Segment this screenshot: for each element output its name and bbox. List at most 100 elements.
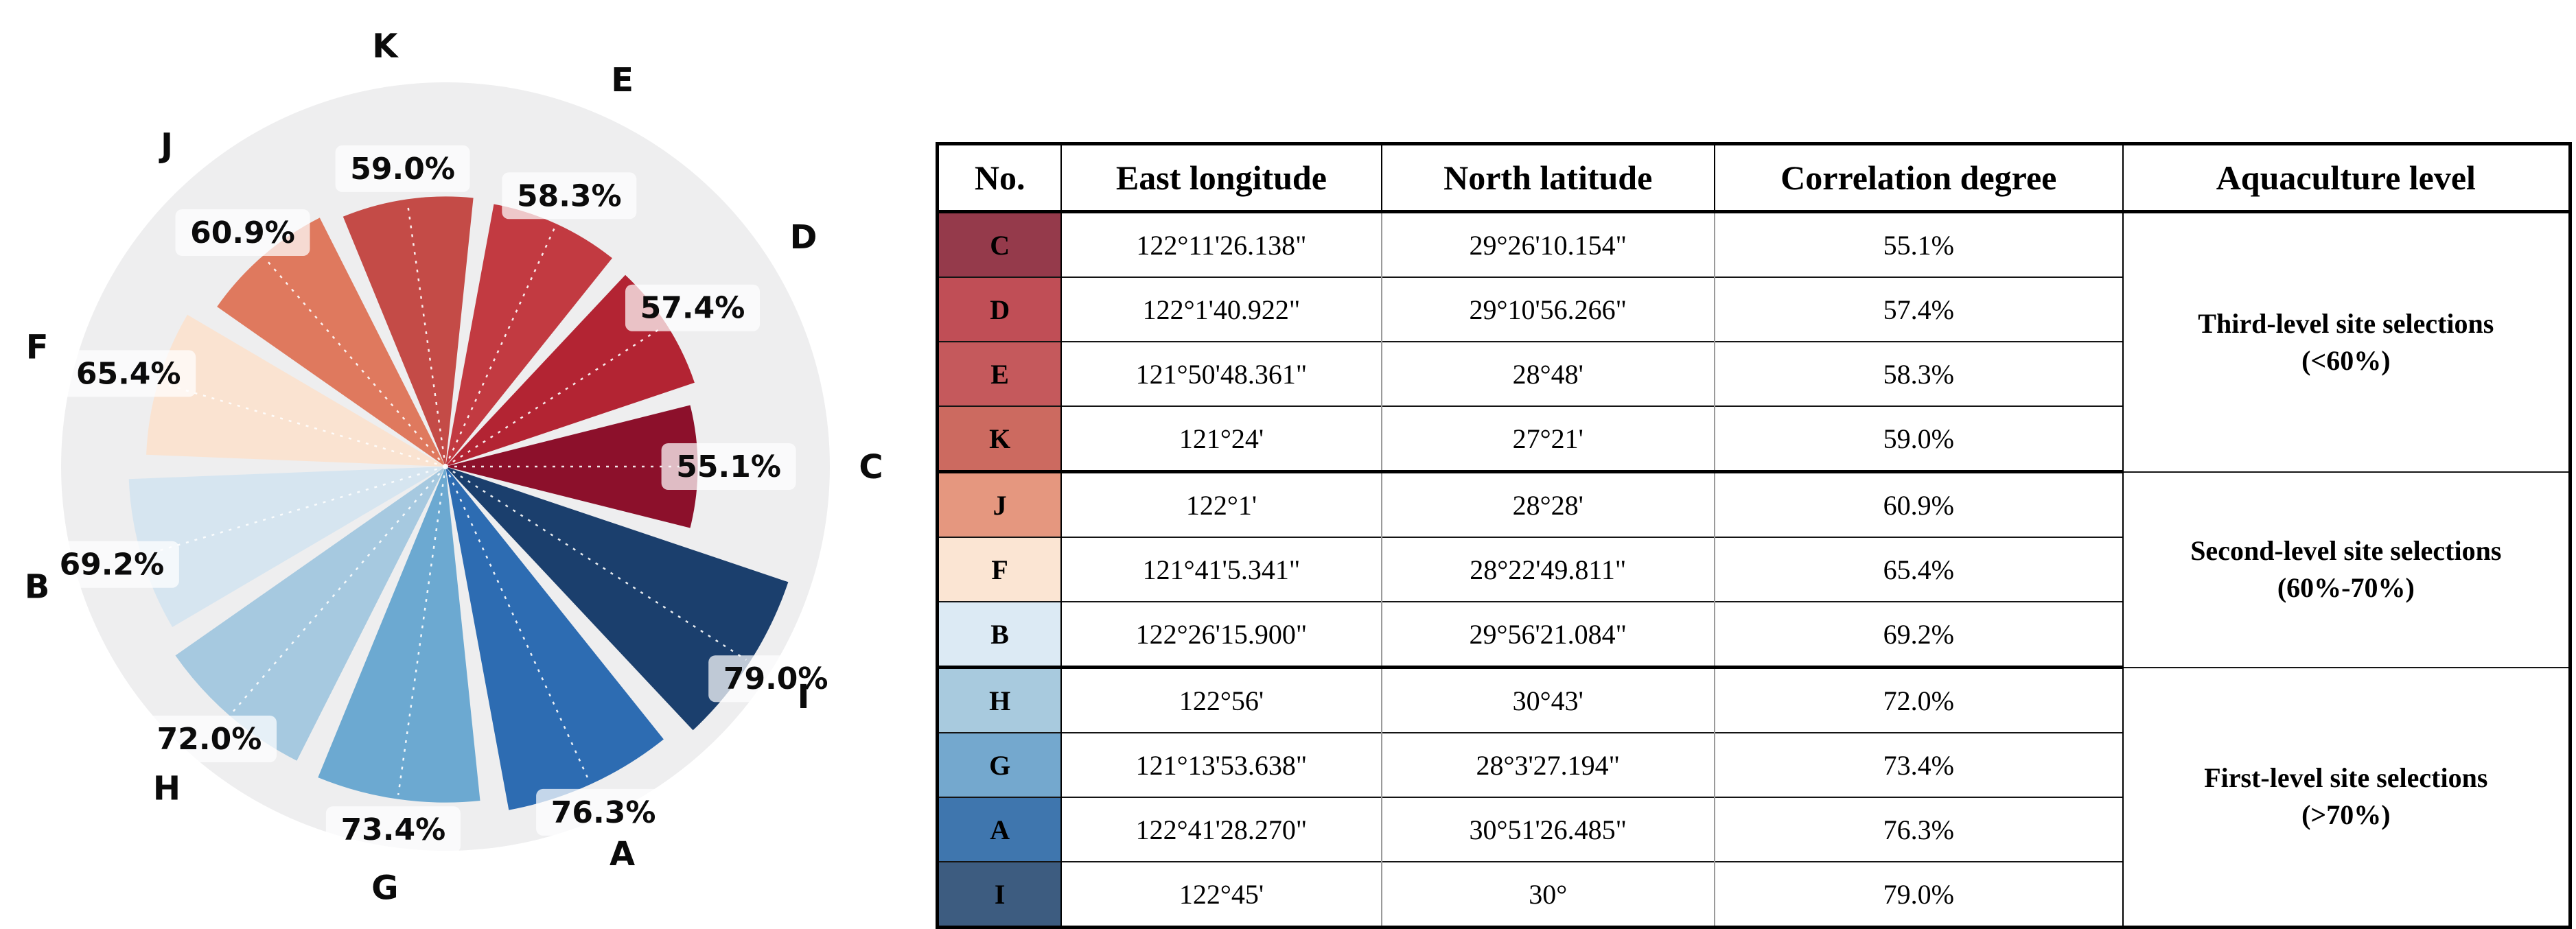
cell-no-J: J — [937, 471, 1063, 537]
slice-I — [445, 467, 789, 731]
cell-longitude-I: 122°45' — [1061, 861, 1382, 929]
cell-longitude-F: 121°41'5.341" — [1061, 537, 1382, 602]
percent-chip-K — [335, 145, 470, 192]
aquaculture-group-2: Second-level site selections (60%-70%) — [2122, 471, 2571, 668]
percent-chip-J — [175, 209, 310, 256]
cell-correlation-A: 76.3% — [1713, 797, 2123, 862]
cell-correlation-C: 55.1% — [1713, 211, 2123, 277]
percent-label-I: 79.0% — [723, 661, 828, 696]
rose-chart: 55.1% 57.4% 58.3% 59.0% 60.9% 65.4% 69.2% 72.0%… — [25, 27, 883, 908]
table-row-G: G 121°13'53.638" 28°3'27.194" 73.4% — [937, 732, 2571, 797]
aquaculture-group-1-title: Third-level site selections — [2198, 307, 2494, 339]
slice-letter-F: F — [26, 328, 49, 366]
cell-longitude-D: 122°1'40.922" — [1061, 277, 1382, 342]
table-row-K: K 121°24' 27°21' 59.0% — [937, 405, 2571, 473]
cell-latitude-F: 28°22'49.811" — [1380, 537, 1715, 602]
cell-longitude-K: 121°24' — [1061, 405, 1382, 473]
header-latitude: North latitude — [1380, 143, 1715, 213]
slice-J — [217, 217, 445, 467]
cell-latitude-E: 28°48' — [1380, 341, 1715, 406]
aquaculture-group-2-range: (60%-70%) — [2277, 572, 2415, 603]
cell-longitude-G: 121°13'53.638" — [1061, 732, 1382, 797]
aquaculture-group-1-range: (<60%) — [2301, 344, 2391, 376]
slice-I-centerline — [445, 465, 747, 661]
slice-letter-C: C — [859, 448, 883, 486]
percent-label-K: 59.0% — [350, 152, 455, 187]
cell-no-A: A — [937, 797, 1063, 862]
header-longitude: East longitude — [1060, 143, 1382, 213]
cell-correlation-B: 69.2% — [1713, 601, 2123, 669]
slice-A — [445, 467, 664, 810]
site-table-body: C 122°11'26.138" 29°26'10.154" 55.1% Third-l… — [937, 211, 2571, 929]
site-table: No. East longitude North latitude Correl… — [936, 142, 2572, 929]
slice-B — [128, 467, 445, 627]
header-aquaculture: Aquaculture level — [2122, 143, 2571, 213]
percent-chip-D — [625, 284, 760, 331]
table-row-D: D 122°1'40.922" 29°10'56.266" 57.4% — [937, 277, 2571, 342]
percent-label-G: 73.4% — [341, 812, 446, 847]
header-no: No. — [936, 143, 1063, 213]
cell-latitude-D: 29°10'56.266" — [1380, 277, 1715, 342]
table-row-J: J 122°1' 28°28' 60.9% Second-level site sele… — [937, 471, 2571, 668]
slice-E — [445, 204, 612, 467]
slice-letter-I: I — [798, 678, 810, 716]
cell-latitude-B: 29°56'21.084" — [1380, 601, 1715, 669]
cell-latitude-A: 30°51'26.485" — [1380, 797, 1715, 862]
cell-correlation-G: 73.4% — [1713, 732, 2123, 797]
cell-no-B: B — [937, 601, 1063, 669]
cell-longitude-C: 122°11'26.138" — [1061, 211, 1382, 277]
table-row-H: H 122°56' 30°43' 72.0% First-level site sele… — [937, 666, 2571, 928]
percent-label-B: 69.2% — [60, 548, 165, 583]
percent-chip-B — [44, 541, 179, 588]
percent-label-H: 72.0% — [157, 722, 262, 757]
slice-K — [343, 196, 474, 467]
cell-longitude-A: 122°41'28.270" — [1061, 797, 1382, 862]
cell-correlation-I: 79.0% — [1713, 861, 2123, 929]
aquaculture-group-3-range: (>70%) — [2301, 799, 2391, 831]
cell-latitude-C: 29°26'10.154" — [1380, 211, 1715, 277]
slice-letter-B: B — [25, 568, 50, 607]
percent-label-D: 57.4% — [640, 291, 745, 326]
cell-longitude-H: 122°56' — [1061, 666, 1382, 733]
aquaculture-group-2-title: Second-level site selections — [2190, 535, 2502, 566]
percent-label-C: 55.1% — [676, 449, 781, 484]
aquaculture-group-3: First-level site selections (>70%) — [2122, 666, 2571, 928]
cell-no-F: F — [937, 537, 1063, 602]
table-row-B: B 122°26'15.900" 29°56'21.084" 69.2% — [937, 601, 2571, 669]
slice-F — [146, 314, 445, 467]
table-row-E: E 121°50'48.361" 28°48' 58.3% — [937, 341, 2571, 406]
slice-J-centerline — [264, 258, 446, 467]
slice-B-centerline — [145, 465, 446, 556]
slice-letter-G: G — [371, 869, 398, 908]
cell-latitude-H: 30°43' — [1380, 666, 1715, 733]
header-correlation: Correlation degree — [1713, 143, 2124, 213]
cell-no-C: C — [937, 211, 1063, 277]
table-row-C: C 122°11'26.138" 29°26'10.154" 55.1% Third-l… — [937, 211, 2571, 472]
slice-letter-H: H — [153, 770, 181, 808]
percent-chip-A — [536, 788, 671, 836]
cell-correlation-K: 59.0% — [1713, 405, 2123, 473]
cell-no-I: I — [937, 861, 1063, 929]
slice-G — [318, 467, 480, 803]
cell-longitude-J: 122°1' — [1061, 471, 1382, 537]
slice-G-centerline — [397, 466, 447, 795]
cell-correlation-F: 65.4% — [1713, 537, 2123, 602]
cell-no-D: D — [937, 277, 1063, 342]
aquaculture-group-3-title: First-level site selections — [2204, 762, 2488, 794]
table-row-F: F 121°41'5.341" 28°22'49.811" 65.4% — [937, 537, 2571, 602]
percent-label-A: 76.3% — [551, 795, 656, 830]
site-table-container: No. East longitude North latitude Correl… — [936, 142, 2572, 929]
slice-H — [175, 467, 445, 761]
cell-latitude-K: 27°21' — [1380, 405, 1715, 473]
aquaculture-group-1: Third-level site selections (<60%) — [2122, 211, 2571, 472]
slice-letter-A: A — [610, 835, 635, 873]
percent-label-F: 65.4% — [76, 356, 181, 391]
percent-chip-H — [142, 716, 277, 762]
slice-A-centerline — [444, 466, 590, 781]
slice-H-centerline — [231, 466, 446, 714]
percent-chip-F — [61, 350, 196, 397]
rose-chart-container: 55.1% 57.4% 58.3% 59.0% 60.9% 65.4% 69.2% 72.0%… — [4, 0, 927, 919]
cell-correlation-E: 58.3% — [1713, 341, 2123, 406]
cell-longitude-E: 121°50'48.361" — [1061, 341, 1382, 406]
table-row-A: A 122°41'28.270" 30°51'26.485" 76.3% — [937, 797, 2571, 862]
